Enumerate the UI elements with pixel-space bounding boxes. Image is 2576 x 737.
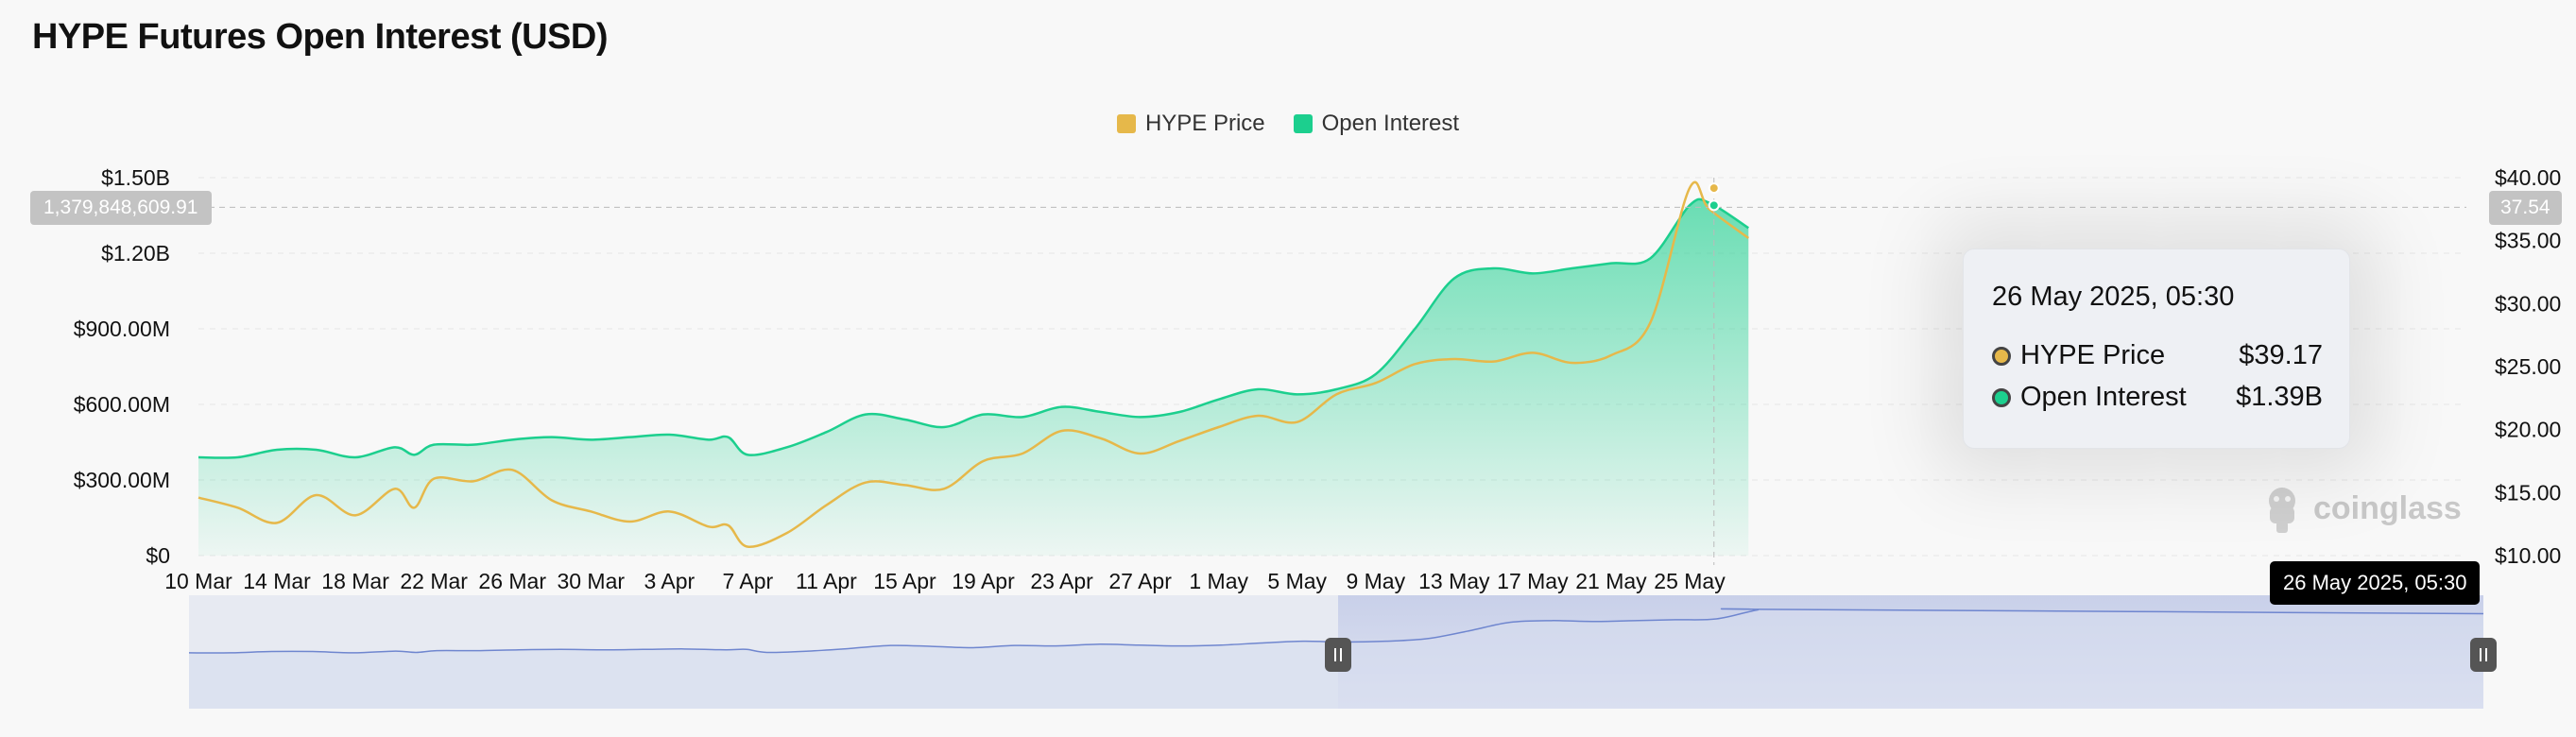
y-right-tick-label: $20.00	[2495, 418, 2561, 442]
legend: HYPE Price Open Interest	[0, 111, 2576, 137]
tooltip-price-label: HYPE Price	[2020, 340, 2166, 370]
tooltip-row-price: HYPE Price $39.17	[1992, 340, 2323, 371]
x-tick-label: 18 Mar	[321, 569, 389, 593]
open-interest-area	[198, 198, 1749, 556]
x-tick-label: 22 Mar	[400, 569, 468, 593]
legend-item-hype-price[interactable]: HYPE Price	[1116, 111, 1265, 137]
tooltip-price-value: $39.17	[2239, 340, 2323, 370]
x-tick-label: 27 Apr	[1108, 569, 1172, 593]
x-tick-label: 11 Apr	[796, 569, 857, 593]
watermark-text: coinglass	[2313, 489, 2462, 526]
y-left-tick-label: $900.00M	[74, 317, 170, 341]
y-left-tick-label: $1.20B	[101, 241, 170, 266]
y-right-tick-label: $25.00	[2495, 354, 2561, 379]
legend-label-hype-price: HYPE Price	[1144, 111, 1265, 136]
y-axis-right: $10.00 $15.00 $20.00 $25.00 $30.00 $35.00 $40.…	[2495, 165, 2561, 568]
coinglass-watermark: coinglass	[2260, 484, 2462, 533]
x-tick-label: 30 Mar	[557, 569, 625, 593]
y-right-tick-label: $40.00	[2495, 165, 2561, 190]
x-tick-label: 26 Mar	[478, 569, 546, 593]
x-tick-label: 1 May	[1189, 569, 1248, 593]
oi-hover-dot	[1708, 199, 1720, 212]
y-left-tick-label: $1.50B	[101, 165, 170, 190]
y-right-tick-label: $15.00	[2495, 480, 2561, 505]
x-tick-label: 17 May	[1497, 569, 1569, 593]
navigator-left-handle[interactable]	[1325, 638, 1351, 672]
x-tick-label: 19 Apr	[952, 569, 1015, 593]
crosshair-x-label: 26 May 2025, 05:30	[2270, 561, 2481, 605]
area-layer	[197, 180, 1750, 556]
crosshair-left-value: 1,379,848,609.91	[30, 191, 212, 225]
x-tick-label: 23 Apr	[1030, 569, 1093, 593]
y-right-tick-label: $35.00	[2495, 229, 2561, 253]
x-tick-label: 7 Apr	[723, 569, 774, 593]
open-interest-line	[197, 197, 1749, 459]
x-tick-label: 3 Apr	[644, 569, 695, 593]
tooltip-oi-value: $1.39B	[2236, 382, 2323, 412]
navigator-line	[188, 608, 2484, 654]
x-tick-label: 10 Mar	[164, 569, 232, 593]
hype-price-line	[197, 180, 1750, 548]
y-axis-left: $0 $300.00M $600.00M $900.00M $1.20B $1.50B	[74, 165, 170, 568]
legend-swatch-open-interest	[1293, 114, 1313, 133]
x-axis: 10 Mar 14 Mar 18 Mar 22 Mar 26 Mar 30 Mar 3 Ap…	[164, 569, 1726, 593]
crosshair	[198, 178, 2466, 565]
y-left-tick-label: $300.00M	[74, 468, 170, 492]
tooltip-row-oi: Open Interest $1.39B	[1992, 382, 2323, 413]
x-tick-label: 15 Apr	[873, 569, 936, 593]
chart-title: HYPE Futures Open Interest (USD)	[32, 17, 608, 57]
price-dot-icon	[1992, 346, 2011, 366]
legend-item-open-interest[interactable]: Open Interest	[1293, 111, 1460, 137]
x-tick-label: 25 May	[1654, 569, 1726, 593]
y-left-tick-label: $600.00M	[74, 392, 170, 417]
navigator-right-handle[interactable]	[2470, 638, 2497, 672]
price-hover-dot	[1708, 182, 1720, 195]
tooltip: 26 May 2025, 05:30 HYPE Price $39.17 Ope…	[1963, 249, 2350, 449]
y-left-tick-label: $0	[146, 543, 170, 568]
tooltip-date: 26 May 2025, 05:30	[1992, 282, 2235, 312]
x-tick-label: 21 May	[1575, 569, 1647, 593]
tooltip-oi-label: Open Interest	[2020, 382, 2187, 412]
x-tick-label: 14 Mar	[243, 569, 311, 593]
y-right-tick-label: $10.00	[2495, 543, 2561, 568]
y-right-tick-label: $30.00	[2495, 291, 2561, 316]
crosshair-right-value: 37.54	[2489, 191, 2562, 225]
legend-label-open-interest: Open Interest	[1321, 111, 1460, 136]
legend-swatch-hype-price	[1116, 114, 1136, 133]
coinglass-logo-icon	[2269, 488, 2295, 533]
oi-dot-icon	[1992, 387, 2011, 407]
x-tick-label: 9 May	[1346, 569, 1405, 593]
x-tick-label: 5 May	[1267, 569, 1327, 593]
x-tick-label: 13 May	[1418, 569, 1490, 593]
